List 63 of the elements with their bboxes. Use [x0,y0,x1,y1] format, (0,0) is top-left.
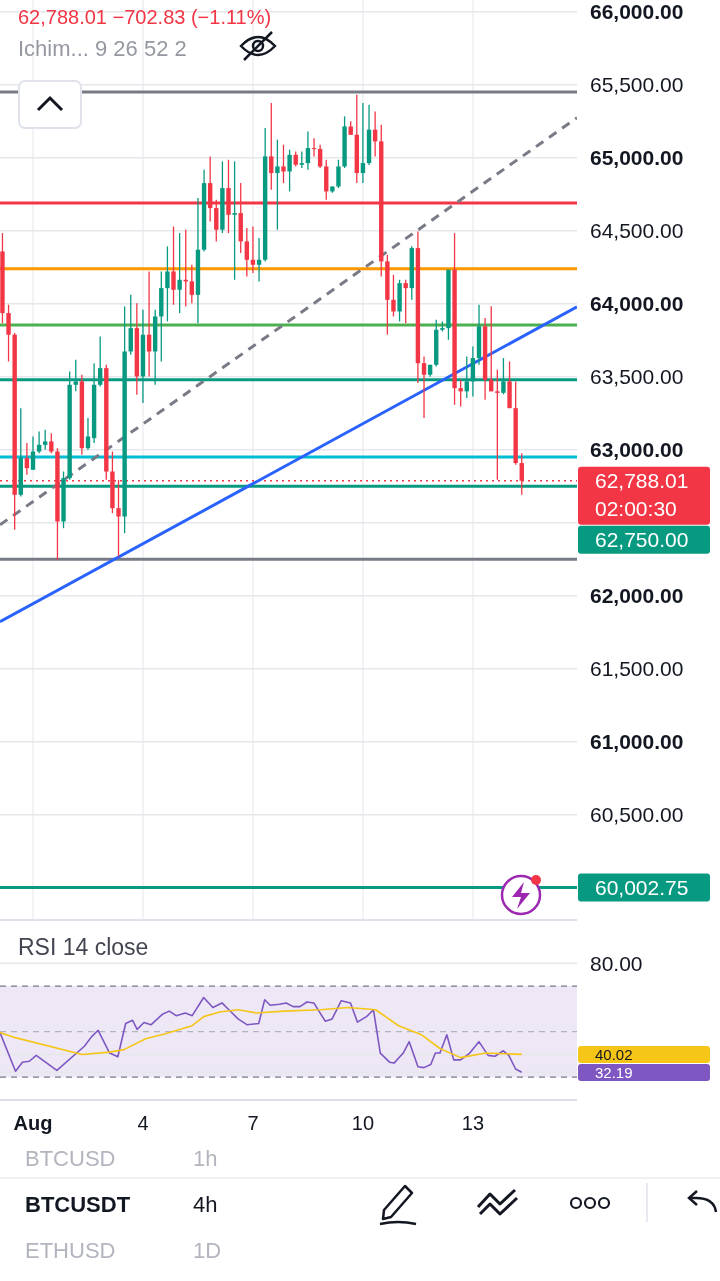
ref-line-label: 60,002.75 [595,875,689,899]
candlestick [256,237,262,283]
y-tick-label: 65,000.00 [590,146,684,170]
candlestick [244,227,250,278]
candlestick [36,430,42,454]
candlestick [24,442,30,476]
y-tick-label: 63,000.00 [590,438,684,462]
candlestick [85,417,91,451]
text: BTCUSDT [25,1191,131,1217]
text: 1h [193,1145,218,1171]
text: 02:00:30 [595,497,677,521]
candlestick [177,232,182,314]
x-tick-label: 4 [137,1112,149,1134]
y-tick-label: 32.19 [595,1063,633,1081]
candlestick [189,264,195,304]
x-tick-label: Aug [13,1112,53,1134]
line-series [0,996,523,1074]
text: 1D [193,1237,222,1263]
x-tick-label: 7 [247,1112,259,1134]
y-tick-label: 63,500.00 [590,365,684,389]
y-tick-label: 64,500.00 [590,219,684,243]
candlestick [6,304,11,363]
candlestick [287,149,292,193]
y-tick-label: 66,000.00 [590,0,684,24]
candlestick [311,137,317,158]
annotation: Ichim... 9 26 52 2 [18,36,187,61]
candlestick [232,160,237,281]
y-tick-label: 62,000.00 [590,584,684,608]
text: BTCUSD [25,1145,116,1171]
candlestick [391,274,396,318]
line-series [0,1006,523,1059]
text: ETHUSD [25,1237,116,1263]
candlestick [458,379,463,408]
ref-line-label: 62,750.00 [595,528,689,552]
candlestick [495,369,500,481]
candlestick [519,452,524,496]
candlestick [275,139,280,231]
candlestick [171,225,176,306]
candlestick [305,130,311,171]
text: 4h [193,1191,218,1217]
candlestick [43,429,48,451]
y-tick-label: 61,000.00 [590,730,684,754]
text: RSI 14 close [18,934,149,960]
y-tick-label: 80.00 [590,951,643,975]
candlestick [336,159,341,189]
y-tick-label: 61,500.00 [590,657,684,681]
candlestick [49,432,54,454]
x-tick-label: 13 [461,1112,485,1134]
annotation: 62,788.01 −702.83 (−1.11%) [18,6,272,28]
candlestick [403,279,408,324]
candlestick [281,144,286,184]
x-tick-label: 10 [351,1112,375,1134]
candlestick [250,225,256,274]
candlestick [269,102,274,191]
y-tick-label: 65,500.00 [590,73,684,97]
y-tick-label: 64,000.00 [590,292,684,316]
candlestick [30,435,36,471]
y-tick-label: 40.02 [595,1045,633,1063]
y-tick-label: 60,500.00 [590,803,684,827]
candlestick [165,245,170,323]
candlestick [421,355,427,419]
ref-line-label: 62,788.01 [595,469,689,493]
candlestick [360,102,366,184]
